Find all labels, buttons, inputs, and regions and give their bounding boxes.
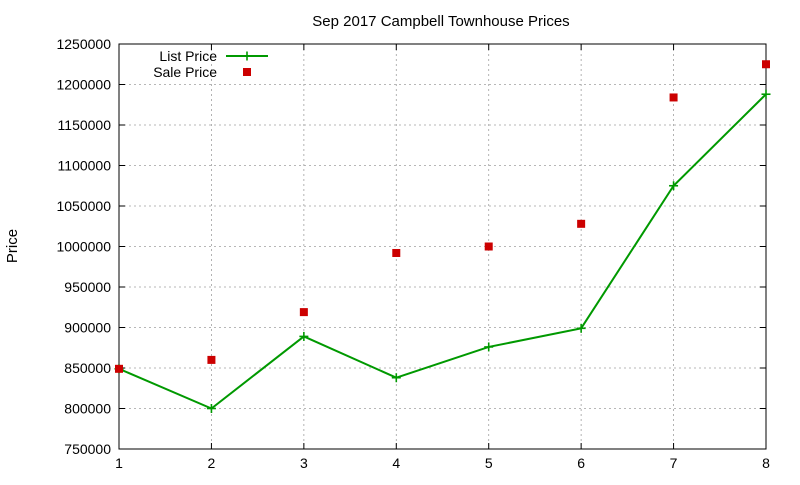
y-tick-label: 1250000: [56, 36, 111, 52]
sale-price-point: [207, 355, 216, 364]
list-price-point: [299, 331, 309, 341]
axes: [118, 43, 767, 450]
legend-label: List Price: [159, 48, 217, 64]
sale-price-point: [669, 93, 678, 102]
y-axis-label: Price: [4, 229, 21, 263]
sale-price-point: [299, 308, 308, 317]
data-series: [114, 60, 771, 413]
y-tick-label: 1100000: [58, 158, 112, 174]
sale-price-point: [484, 242, 493, 251]
plot-border: [118, 43, 767, 450]
list-price-point: [576, 323, 586, 333]
sale-price-point: [762, 60, 770, 69]
legend-plus-marker: [242, 51, 252, 61]
y-tick-label: 850000: [64, 360, 111, 376]
y-tick-label: 1200000: [56, 77, 111, 93]
y-tick-label: 1150000: [58, 117, 112, 133]
sale-price-point: [392, 248, 401, 257]
series-list-price: [114, 89, 771, 413]
y-tick-label: 950000: [64, 279, 111, 295]
y-tick-label: 900000: [64, 320, 111, 336]
x-tick-label: 1: [115, 455, 123, 471]
x-tick-label: 2: [208, 455, 216, 471]
chart-title: Sep 2017 Campbell Townhouse Prices: [312, 13, 569, 30]
grid-lines: [118, 43, 767, 450]
legend-square-marker: [243, 68, 251, 76]
x-tick-label: 6: [577, 455, 585, 471]
x-tick-label: 8: [762, 455, 770, 471]
sale-price-point: [115, 364, 123, 373]
list-price-point: [484, 342, 494, 352]
sale-price-point: [577, 219, 586, 228]
list-price-point: [669, 181, 679, 191]
x-tick-label: 7: [670, 455, 678, 471]
list-price-line: [118, 93, 767, 410]
y-tick-label: 750000: [64, 441, 111, 457]
y-tick-label: 1050000: [56, 198, 111, 214]
series-sale-price: [115, 60, 770, 373]
legend-label: Sale Price: [153, 64, 217, 80]
list-price-point: [206, 404, 216, 413]
list-price-point: [761, 89, 771, 99]
x-tick-label: 5: [485, 455, 493, 471]
x-tick-label: 3: [300, 455, 308, 471]
y-tick-label: 800000: [64, 401, 111, 417]
list-price-point: [391, 373, 401, 383]
y-tick-label: 1000000: [56, 239, 111, 255]
x-tick-label: 4: [392, 455, 400, 471]
tick-labels: 750000 800000 850000 900000 950000 1000000 105…: [56, 36, 770, 471]
